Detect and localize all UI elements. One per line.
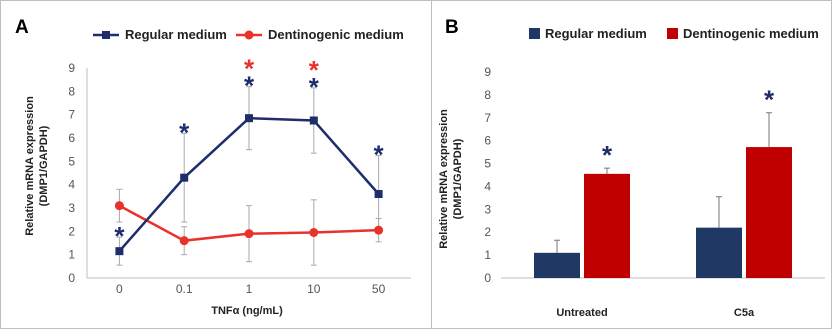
y-tick-label: 8 [484, 88, 491, 102]
y-tick-label: 4 [484, 179, 491, 193]
legend-swatch-regular [529, 28, 540, 39]
significance-star-regular: * [244, 71, 255, 101]
significance-star-regular: * [309, 72, 320, 102]
panel-divider [431, 1, 432, 328]
panel-a: A Regular medium Dentinogenic medium Rel… [1, 1, 431, 328]
y-tick-label: 3 [484, 202, 491, 216]
data-point-dentinogenic [244, 229, 254, 239]
y-axis-title-b-line2: (DMP1/GAPDH) [452, 138, 464, 219]
bar-dentinogenic [746, 147, 792, 278]
data-point-regular [374, 190, 383, 198]
y-tick-label: 3 [68, 201, 75, 215]
y-tick-labels-a: 0 1 2 3 4 5 6 7 8 9 [68, 61, 75, 285]
y-tick-label: 2 [484, 225, 491, 239]
legend-label-dentinogenic-b: Dentinogenic medium [683, 26, 819, 41]
category-label: C5a [734, 307, 755, 319]
data-point-dentinogenic [309, 228, 319, 237]
category-label: Untreated [556, 307, 607, 319]
x-tick-label: 0.1 [176, 282, 193, 296]
significance-star: * [764, 85, 775, 115]
plot-area-b: ** [534, 85, 792, 278]
plot-area-a: ******* [114, 54, 385, 266]
significance-star-regular: * [179, 117, 190, 147]
y-tick-label: 6 [68, 131, 75, 145]
y-tick-label: 7 [68, 108, 75, 122]
x-tick-labels-a: 0 0.1 1 10 50 [116, 282, 386, 296]
y-tick-label: 1 [484, 248, 491, 262]
y-tick-label: 5 [484, 157, 491, 171]
data-point-regular [115, 247, 124, 256]
bar-regular [696, 227, 742, 278]
y-tick-label: 1 [68, 248, 75, 262]
legend-label-regular-b: Regular medium [545, 26, 647, 41]
y-tick-label: 9 [68, 61, 75, 75]
y-tick-label: 0 [484, 271, 491, 285]
data-point-regular [180, 173, 189, 182]
data-point-regular [309, 116, 318, 125]
y-tick-label: 0 [68, 271, 75, 285]
y-tick-label: 2 [68, 224, 75, 238]
panel-b: B Regular medium Dentinogenic medium Rel… [433, 1, 831, 328]
data-point-regular [245, 114, 253, 123]
data-point-dentinogenic [114, 201, 124, 211]
line-chart-svg: A Regular medium Dentinogenic medium Rel… [15, 17, 411, 317]
y-tick-label: 4 [68, 178, 75, 192]
x-tick-label: 10 [307, 282, 321, 296]
significance-star-regular: * [114, 221, 125, 251]
x-category-labels-b: Untreated C5a [556, 307, 755, 319]
y-tick-label: 9 [484, 65, 491, 79]
y-tick-label: 8 [68, 84, 75, 98]
y-tick-labels-b: 0 1 2 3 4 5 6 7 8 9 [484, 65, 491, 285]
y-tick-label: 5 [68, 154, 75, 168]
data-point-dentinogenic [374, 225, 384, 235]
legend-label-regular: Regular medium [125, 27, 227, 42]
legend-swatch-dentinogenic [667, 28, 678, 39]
legend-label-dentinogenic: Dentinogenic medium [268, 27, 404, 42]
x-tick-label: 50 [372, 282, 386, 296]
significance-star: * [602, 140, 613, 170]
y-axis-title-a-line1: Relative mRNA expression [24, 96, 36, 236]
significance-star-regular: * [374, 140, 385, 170]
legend-marker-regular [102, 31, 110, 39]
bar-dentinogenic [584, 173, 630, 278]
x-axis-title-a: TNFα (ng/mL) [211, 305, 283, 317]
significance-star-dentinogenic: * [244, 54, 255, 84]
y-tick-label: 6 [484, 134, 491, 148]
data-point-dentinogenic [179, 236, 189, 246]
y-axis-title-b-line1: Relative mRNA expression [438, 109, 450, 249]
legend-a: Regular medium Dentinogenic medium [93, 27, 404, 42]
significance-star-dentinogenic: * [309, 55, 320, 85]
panel-label-b: B [445, 17, 459, 38]
bar-regular [534, 252, 580, 278]
legend-b: Regular medium Dentinogenic medium [529, 26, 819, 41]
x-tick-label: 0 [116, 282, 123, 296]
x-tick-label: 1 [246, 282, 253, 296]
panel-label-a: A [15, 17, 29, 38]
y-axis-title-a-line2: (DMP1/GAPDH) [38, 125, 50, 206]
bar-chart-svg: B Regular medium Dentinogenic medium Rel… [438, 17, 825, 319]
y-tick-label: 7 [484, 111, 491, 125]
legend-marker-dentinogenic [244, 30, 254, 40]
